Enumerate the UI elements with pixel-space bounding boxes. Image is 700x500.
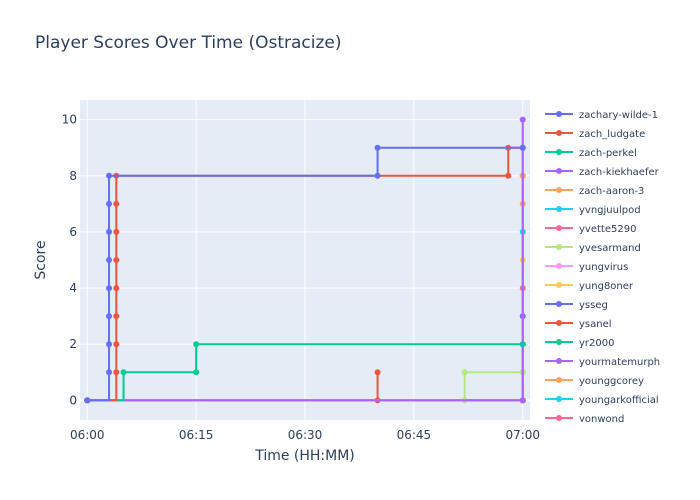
data-point bbox=[113, 257, 120, 263]
legend-label: youngarkofficial bbox=[579, 395, 659, 406]
y-tick-label: 8 bbox=[69, 169, 77, 183]
legend-swatch-marker bbox=[556, 168, 562, 174]
legend-label: zach-aaron-3 bbox=[579, 186, 644, 197]
x-tick-label: 06:45 bbox=[397, 428, 432, 442]
legend-swatch-marker bbox=[556, 149, 562, 155]
legend-swatch-marker bbox=[556, 111, 562, 117]
data-point bbox=[106, 341, 113, 348]
legend-label: zach_ludgate bbox=[579, 129, 645, 140]
data-point bbox=[519, 116, 526, 123]
data-point bbox=[106, 200, 113, 207]
legend-label: zachary-wilde-1 bbox=[579, 110, 658, 121]
chart-title: Player Scores Over Time (Ostracize) bbox=[35, 33, 342, 53]
data-point bbox=[113, 228, 120, 235]
series-line bbox=[87, 343, 523, 402]
y-tick-label: 6 bbox=[69, 225, 77, 239]
data-point bbox=[113, 200, 120, 207]
legend-label: yung8oner bbox=[579, 281, 634, 292]
y-tick-label: 0 bbox=[69, 393, 77, 407]
data-point bbox=[113, 369, 120, 376]
legend-label: zach-kiekhaefer bbox=[579, 167, 660, 178]
data-point bbox=[519, 144, 526, 151]
x-tick-label: 07:00 bbox=[505, 428, 540, 442]
data-point bbox=[519, 397, 526, 404]
data-point bbox=[519, 341, 526, 348]
data-point bbox=[374, 172, 381, 179]
x-tick-label: 06:15 bbox=[179, 428, 214, 442]
y-tick-label: 2 bbox=[69, 337, 77, 351]
legend-swatch-marker bbox=[556, 282, 562, 288]
y-tick-label: 4 bbox=[69, 281, 77, 295]
data-point bbox=[113, 285, 120, 292]
data-point bbox=[106, 228, 113, 235]
legend-label: yourmatemurph bbox=[579, 357, 660, 368]
legend-swatch-marker bbox=[556, 320, 562, 326]
data-point bbox=[106, 172, 113, 179]
data-point bbox=[193, 369, 200, 376]
data-point bbox=[106, 257, 113, 263]
legend-label: yvette5290 bbox=[579, 224, 636, 235]
legend-label: yr2000 bbox=[579, 338, 614, 349]
legend-label: ysanel bbox=[579, 319, 612, 330]
y-axis-title: Score bbox=[33, 240, 49, 279]
legend-label: yvesarmand bbox=[579, 243, 641, 254]
data-point bbox=[106, 369, 113, 376]
legend-swatch-marker bbox=[556, 225, 562, 231]
legend: zachary-wilde-1 zach_ludgate zach-perkel za… bbox=[545, 110, 660, 425]
legend-swatch-marker bbox=[556, 377, 562, 383]
data-point bbox=[106, 285, 113, 292]
data-point bbox=[505, 172, 512, 179]
x-tick-label: 06:30 bbox=[288, 428, 323, 442]
data-point bbox=[461, 369, 468, 376]
data-point bbox=[193, 341, 200, 348]
legend-label: yonwond bbox=[579, 414, 624, 425]
legend-swatch-marker bbox=[556, 187, 562, 193]
legend-swatch-marker bbox=[556, 396, 562, 402]
data-point bbox=[113, 341, 120, 348]
legend-label: yungvirus bbox=[579, 262, 628, 273]
series-layer bbox=[84, 116, 526, 404]
legend-swatch-marker bbox=[556, 206, 562, 212]
x-tick-label: 06:00 bbox=[70, 428, 105, 442]
legend-label: younggcorey bbox=[579, 376, 644, 387]
legend-swatch-marker bbox=[556, 415, 562, 421]
legend-label: zach-perkel bbox=[579, 148, 637, 159]
data-point bbox=[374, 144, 381, 151]
legend-swatch-marker bbox=[556, 301, 562, 307]
legend-label: ysseg bbox=[579, 300, 608, 311]
y-tick-label: 10 bbox=[62, 113, 77, 127]
legend-swatch-marker bbox=[556, 130, 562, 136]
legend-label: yvngjuulpod bbox=[579, 205, 641, 216]
data-point bbox=[84, 397, 91, 404]
data-point bbox=[113, 313, 120, 320]
legend-swatch-marker bbox=[556, 358, 562, 364]
legend-swatch-marker bbox=[556, 263, 562, 269]
legend-swatch-marker bbox=[556, 244, 562, 250]
data-point bbox=[374, 369, 381, 376]
legend-swatch-marker bbox=[556, 339, 562, 345]
data-point bbox=[120, 369, 127, 376]
data-point bbox=[106, 313, 113, 320]
x-axis-title: Time (HH:MM) bbox=[254, 448, 355, 464]
